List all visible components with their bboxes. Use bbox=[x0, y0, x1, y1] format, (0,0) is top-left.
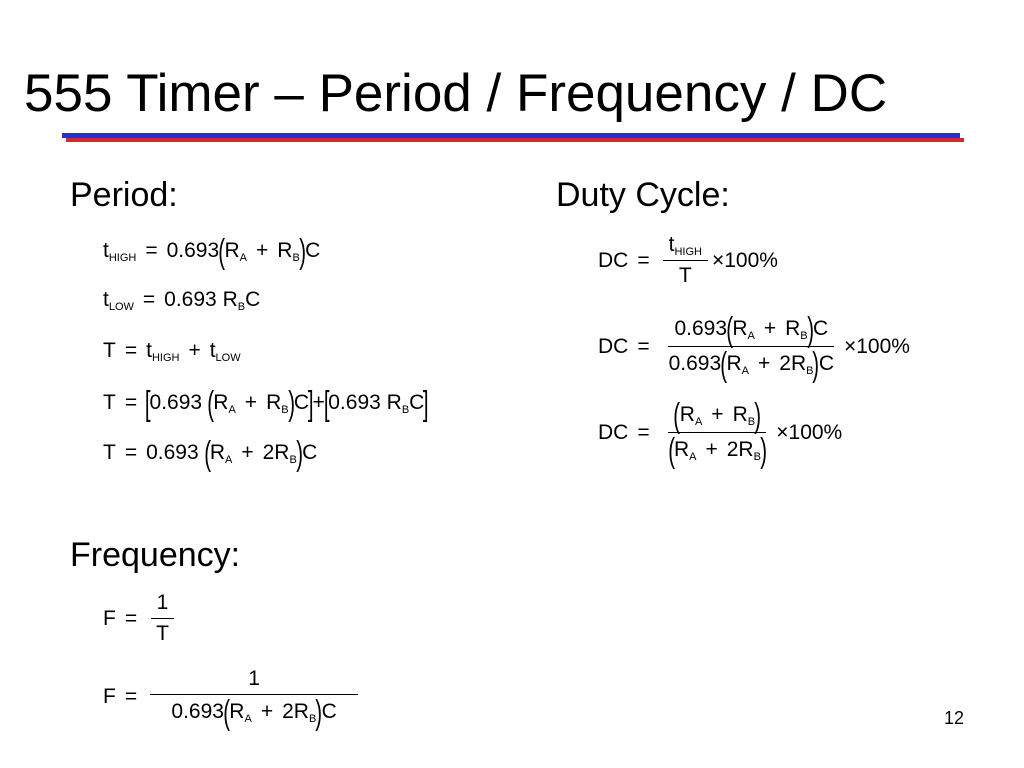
duty-cycle-heading: Duty Cycle: bbox=[556, 176, 730, 214]
frequency-heading: Frequency: bbox=[70, 536, 241, 574]
frequency-eq-simple: F = 1 T bbox=[103, 590, 179, 647]
duty-cycle-eq-simple: DC = t HIGH T × 100% bbox=[598, 232, 778, 289]
period-eq-tsum: T = t HIGH + t LOW bbox=[103, 339, 241, 364]
fraction: t HIGH T bbox=[662, 232, 708, 289]
title-rule-red bbox=[66, 138, 964, 142]
title-rule-blue bbox=[62, 133, 960, 138]
period-heading: Period: bbox=[70, 176, 178, 214]
page-number: 12 bbox=[943, 708, 964, 728]
fraction: 1 T bbox=[150, 590, 175, 647]
slide-title: 555 Timer – Period / Frequency / DC bbox=[24, 64, 888, 123]
